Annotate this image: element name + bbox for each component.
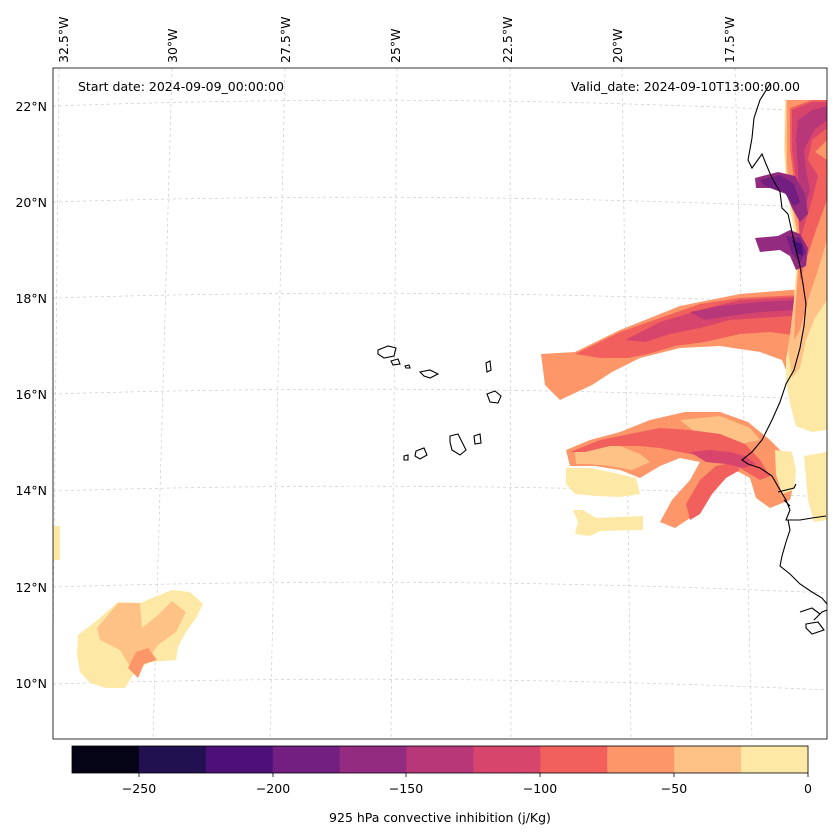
- coastlines: [741, 83, 827, 635]
- colorbar-tick-minus-150: −150: [389, 781, 423, 796]
- contour-0-to-25-south-band: [566, 468, 640, 497]
- island-brava: [403, 454, 409, 461]
- parallel-gridlines: [53, 99, 827, 691]
- colorbar-tick-minus-100: −100: [523, 781, 557, 796]
- island-santo-antao: [377, 345, 397, 359]
- contour-0-to-25-guinea: [804, 452, 827, 522]
- contour-50-to-75-southwest: [128, 648, 157, 678]
- colorbar-swatch-0: [72, 746, 140, 773]
- lon-label-27-5w: 27.5°W: [278, 17, 293, 63]
- island-santa-luzia: [404, 364, 411, 369]
- contour-25-to-50-south-east: [680, 416, 760, 444]
- lon-label-17-5w: 17.5°W: [722, 17, 737, 63]
- map-border: [52, 67, 828, 740]
- colorbar-swatches: [72, 746, 809, 773]
- island-maio: [473, 433, 482, 445]
- colorbar-tick-marks: [138, 773, 809, 777]
- contour-125-to-150-coastal-strip: [796, 106, 827, 210]
- colorbar-swatch-6: [473, 746, 541, 773]
- colorbar-swatch-8: [607, 746, 675, 773]
- colorbar-swatch-5: [406, 746, 474, 773]
- island-boa-vista: [486, 390, 502, 404]
- lat-label-12n: 12°N: [15, 580, 47, 595]
- island-sao-vicente: [390, 358, 401, 366]
- coastline-sierra-leone: [813, 609, 827, 621]
- contour-0-to-25-south-sliver: [573, 510, 643, 536]
- lon-label-25w: 25°W: [388, 28, 403, 63]
- colorbar-tick-minus-250: −250: [122, 781, 156, 796]
- colorbar-label: 925 hPa convective inhibition (j/Kg): [329, 810, 551, 825]
- colorbar-swatch-2: [205, 746, 274, 773]
- lat-label-14n: 14°N: [15, 483, 47, 498]
- lon-label-22-5w: 22.5°W: [500, 17, 515, 63]
- cape-verde-islands: [377, 345, 502, 461]
- lat-label-10n: 10°N: [15, 676, 47, 691]
- contour-25-to-50-south-inner: [575, 446, 650, 470]
- contour-100-to-125-south-core: [690, 450, 756, 468]
- coastline-bijagos: [799, 607, 825, 635]
- lat-label-16n: 16°N: [15, 387, 47, 402]
- colorbar-tick-minus-50: −50: [661, 781, 687, 796]
- longitude-labels: 32.5°W 30°W 27.5°W 25°W 22.5°W 20°W 17.5…: [56, 17, 737, 63]
- lat-label-18n: 18°N: [15, 291, 47, 306]
- contour-125-to-150-north-band: [690, 300, 827, 320]
- colorbar-tick-0: 0: [804, 781, 812, 796]
- latitude-labels: 22°N 20°N 18°N 16°N 14°N 12°N 10°N: [15, 99, 47, 691]
- lon-label-30w: 30°W: [165, 28, 180, 63]
- colorbar: −250 −200 −150 −100 −50 0 925 hPa convec…: [71, 745, 812, 825]
- island-santiago: [449, 433, 467, 456]
- start-date-label: Start date: 2024-09-09_00:00:00: [78, 79, 284, 94]
- lat-label-22n: 22°N: [15, 99, 47, 114]
- contour-75-to-100-south-tail: [686, 462, 740, 520]
- colorbar-tick-minus-200: −200: [256, 781, 290, 796]
- contour-175-to-200-mauritania: [760, 175, 800, 206]
- contour-0-to-25-west-edge: [53, 526, 60, 560]
- contour-75-to-100-south-band: [570, 428, 770, 480]
- coastline-gambia-inlet: [777, 483, 797, 493]
- colorbar-swatch-1: [138, 746, 207, 773]
- lon-label-32-5w: 32.5°W: [56, 17, 71, 63]
- island-sal: [485, 360, 492, 373]
- colorbar-border: [71, 745, 809, 774]
- colorbar-swatch-9: [674, 746, 742, 773]
- contour-0-to-25-gambia: [775, 450, 796, 494]
- colorbar-swatch-7: [540, 746, 608, 773]
- valid-date-label: Valid_date: 2024-09-10T13:00:00.00: [571, 79, 800, 94]
- contour-25-to-50-southwest: [97, 601, 186, 672]
- lon-label-20w: 20°W: [610, 28, 625, 63]
- island-fogo: [414, 447, 428, 460]
- cin-contours: [53, 100, 827, 688]
- colorbar-swatch-3: [272, 746, 341, 773]
- colorbar-swatch-4: [339, 746, 408, 773]
- island-sao-nicolau: [418, 369, 440, 379]
- colorbar-swatch-10: [741, 746, 809, 773]
- lat-label-20n: 20°N: [15, 195, 47, 210]
